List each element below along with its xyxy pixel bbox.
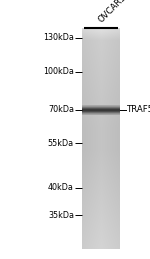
Text: 55kDa: 55kDa	[48, 139, 74, 147]
Text: 40kDa: 40kDa	[48, 183, 74, 192]
Text: 130kDa: 130kDa	[43, 33, 74, 42]
Text: 35kDa: 35kDa	[48, 211, 74, 219]
Text: TRAF5: TRAF5	[127, 105, 150, 114]
Text: OVCAR3: OVCAR3	[97, 0, 128, 24]
Text: 100kDa: 100kDa	[43, 68, 74, 76]
Text: 70kDa: 70kDa	[48, 105, 74, 114]
